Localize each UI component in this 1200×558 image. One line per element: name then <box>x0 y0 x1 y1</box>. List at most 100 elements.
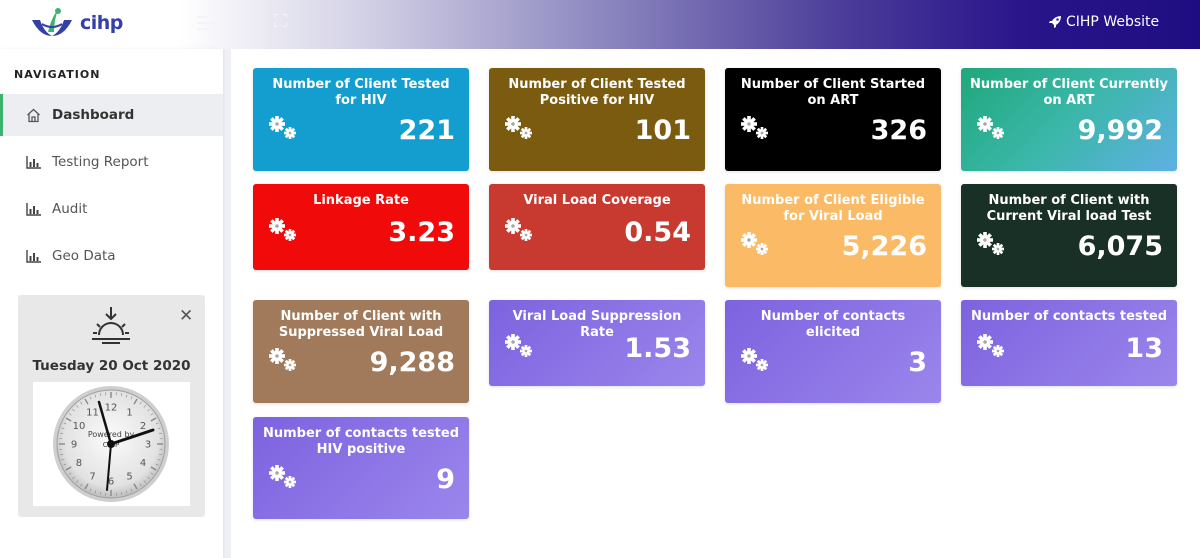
sidebar-item-testing-report[interactable]: Testing Report <box>0 141 223 183</box>
brand-text: cihp <box>80 12 123 34</box>
clock-tick <box>68 413 72 416</box>
clock-tick <box>147 476 150 480</box>
clock-tick <box>60 432 64 435</box>
clock-second-hand <box>106 443 112 491</box>
sidebar-item-dashboard[interactable]: Dashboard <box>0 94 223 136</box>
gears-icon <box>503 333 535 363</box>
hamburger-line <box>197 22 215 24</box>
website-link-label: CIHP Website <box>1066 14 1160 30</box>
stat-card[interactable]: Viral Load Suppression Rate 1.53 <box>489 300 705 386</box>
clock-number: 10 <box>73 421 86 432</box>
stat-card[interactable]: Number of contacts tested HIV positive 9 <box>253 417 469 519</box>
clock-tick <box>133 483 138 490</box>
clock-tick <box>99 393 102 397</box>
clock-minute-hand <box>97 400 113 446</box>
clock-tick <box>63 422 67 425</box>
clock-tick <box>84 483 89 490</box>
clock-tick <box>75 480 79 483</box>
clock-tick <box>150 417 157 422</box>
clock-tick <box>133 398 138 405</box>
stat-card[interactable]: Number of contacts elicited 3 <box>725 300 941 403</box>
clock-number: 4 <box>140 458 146 469</box>
gears-icon <box>739 347 771 377</box>
cihp-logo[interactable]: cihp <box>30 6 130 42</box>
bar-chart-icon <box>25 154 41 170</box>
stat-card-value: 9 <box>436 464 455 495</box>
stat-card[interactable]: Number of Client Eligible for Viral Load… <box>725 184 941 287</box>
gears-icon <box>267 217 299 247</box>
clock-tick <box>143 480 147 483</box>
clock-caption: Powered by <box>88 430 135 439</box>
stat-card-label: Number of Client with Suppressed Viral L… <box>278 309 444 340</box>
sidebar-item-geo-data[interactable]: Geo Data <box>0 235 223 277</box>
close-icon[interactable]: ✕ <box>179 306 194 326</box>
stat-card[interactable]: Viral Load Coverage 0.54 <box>489 184 705 270</box>
clock-tick <box>99 491 102 495</box>
gears-icon <box>267 464 299 494</box>
stat-card-value: 326 <box>870 115 927 146</box>
stat-card-value: 1.53 <box>624 333 691 364</box>
clock-number: 12 <box>105 403 118 414</box>
top-navbar: cihp CIHP Website <box>0 0 1200 49</box>
clock-tick <box>80 401 83 405</box>
gears-icon <box>975 333 1007 363</box>
clock-tick <box>65 417 72 422</box>
sidebar-item-audit[interactable]: Audit <box>0 188 223 230</box>
clock-tick <box>65 466 72 471</box>
clock-hour-hand <box>109 428 155 446</box>
clock-number: 5 <box>126 472 132 483</box>
cihp-website-link[interactable]: CIHP Website <box>1048 14 1159 30</box>
clock-tick <box>60 453 64 456</box>
stat-card-label: Viral Load Coverage <box>523 193 671 208</box>
rocket-icon <box>1049 16 1061 28</box>
hamburger-icon <box>197 16 207 18</box>
stat-card[interactable]: Number of Client Currently on ART 9,992 <box>961 68 1177 171</box>
clock-tick <box>89 488 92 492</box>
sunrise-icon <box>92 307 130 344</box>
widget-date: Tuesday 20 Oct 2020 <box>32 358 191 374</box>
clock-tick <box>75 405 79 408</box>
clock-tick <box>63 463 67 466</box>
clock-tick <box>158 453 162 456</box>
fullscreen-button[interactable] <box>274 14 287 27</box>
clock-tick <box>147 408 150 412</box>
gears-icon <box>739 231 771 261</box>
gears-icon <box>975 231 1007 261</box>
stat-card-label: Number of contacts tested HIV positive <box>262 426 460 457</box>
clock-tick <box>150 413 154 416</box>
sidebar-item-label: Dashboard <box>52 107 135 123</box>
menu-toggle-button[interactable] <box>197 14 215 32</box>
stat-card-label: Number of Client Started on ART <box>740 77 926 108</box>
stat-card-value: 3 <box>908 347 927 378</box>
stat-card[interactable]: Linkage Rate 3.23 <box>253 184 469 270</box>
stat-card[interactable]: Number of Client Tested Positive for HIV… <box>489 68 705 171</box>
clock-tick <box>143 405 147 408</box>
stat-card[interactable]: Number of Client Tested for HIV 221 <box>253 68 469 171</box>
stat-card[interactable]: Number of Client with Suppressed Viral L… <box>253 300 469 403</box>
clock-tick <box>72 408 75 412</box>
stat-card[interactable]: Number of contacts tested 13 <box>961 300 1177 386</box>
clock-tick <box>158 432 162 435</box>
clock-tick <box>89 396 92 400</box>
clock-tick <box>157 458 161 461</box>
gears-icon <box>267 347 299 377</box>
home-icon <box>25 107 41 123</box>
stat-card[interactable]: Number of Client Started on ART 326 <box>725 68 941 171</box>
sidebar-item-label: Testing Report <box>52 154 149 170</box>
stat-card[interactable]: Number of Client with Current Viral load… <box>961 184 1177 287</box>
gears-icon <box>503 217 535 247</box>
clock-number: 2 <box>140 421 146 432</box>
clock-tick <box>125 394 128 398</box>
stat-card-label: Number of Client Currently on ART <box>970 77 1168 108</box>
hamburger-line <box>197 28 207 30</box>
sidebar: NAVIGATION Dashboard Testing Report Audi… <box>0 49 223 558</box>
clock-tick <box>157 427 161 430</box>
sidebar-item-label: Audit <box>52 201 88 217</box>
stat-card-value: 0.54 <box>624 217 691 248</box>
clock-tick <box>72 476 75 480</box>
clock-number: 1 <box>126 407 132 418</box>
clock-number: 3 <box>145 440 151 451</box>
clock-tick <box>120 491 123 495</box>
